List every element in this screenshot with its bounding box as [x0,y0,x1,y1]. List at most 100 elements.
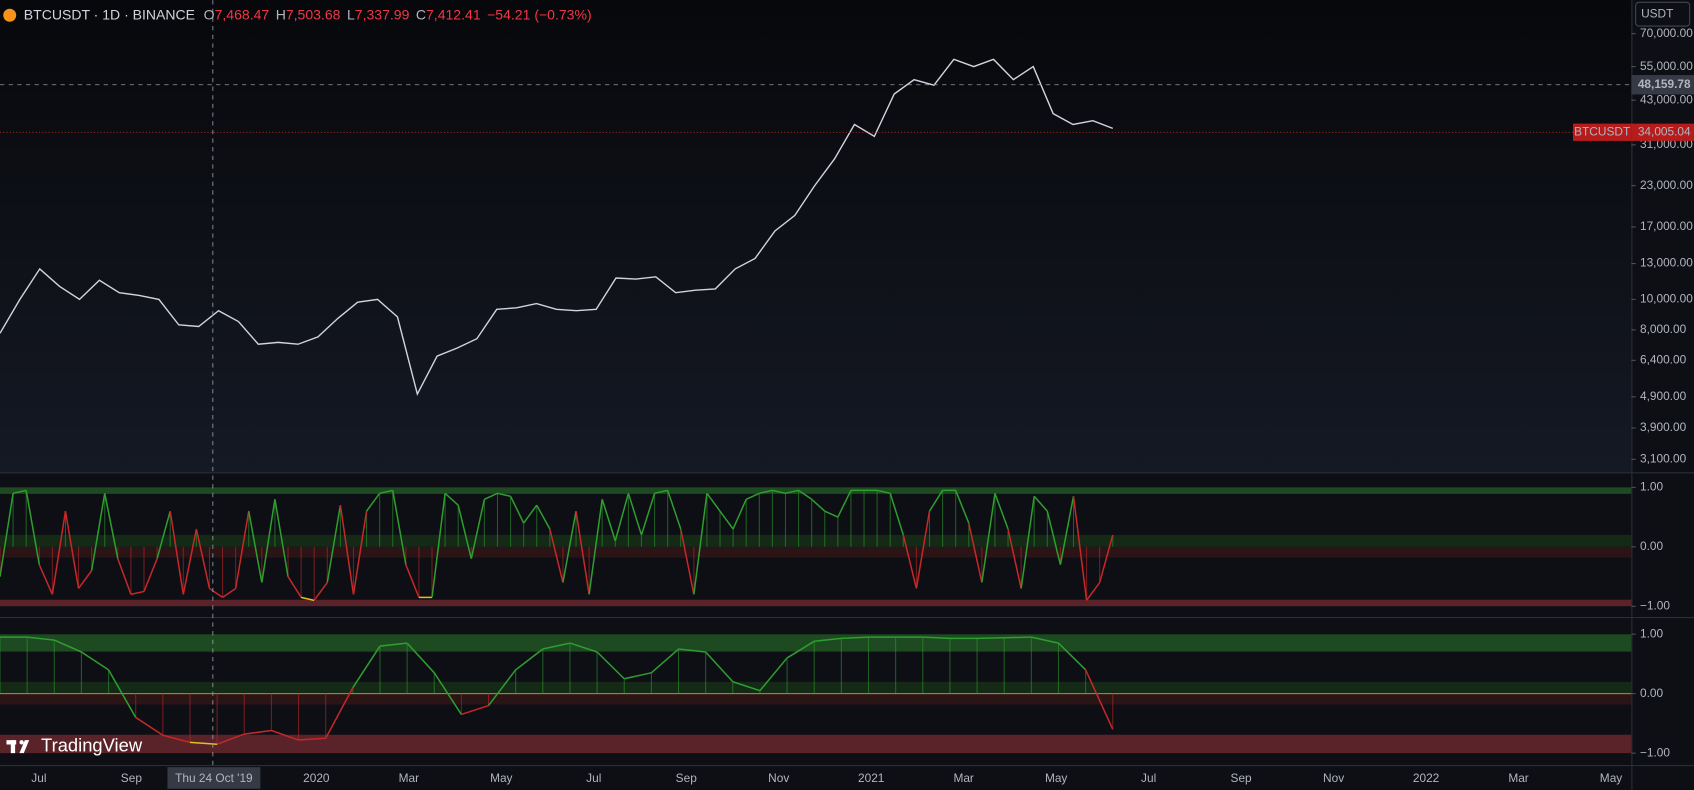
oscillator-segment [38,564,54,595]
crosshair-price-box [1631,75,1694,95]
y-tick-label: −1.00 [1640,745,1670,759]
oscillator-segment [406,642,435,674]
oscillator-segment [484,492,498,500]
oscillator-segment [1059,496,1075,565]
oscillator-segment [162,734,191,744]
oscillator-segment [1004,636,1032,639]
oscillator-segment [650,648,680,674]
oscillator-segment [654,489,668,495]
oscillator-segment [391,490,407,565]
oscillator-segment [1020,496,1035,589]
lower-band [0,734,1632,754]
positive-zone [0,681,1632,694]
x-tick-label: Jul [31,771,46,785]
oscillator-segment [244,729,272,735]
logo-icon [19,740,24,745]
y-tick-label: 70,000.00 [1640,26,1693,40]
oscillator-segment [705,651,734,683]
x-tick-label: Nov [768,771,789,785]
oscillator-segment [261,499,276,583]
oscillator-segment [1085,582,1101,601]
oscillator-segment [588,499,603,595]
x-tick-label: Sep [676,771,698,785]
y-tick-label: 13,000.00 [1640,256,1693,270]
oscillator-segment [470,499,486,559]
oscillator-segment [27,636,55,641]
oscillator-segment [706,492,721,512]
oscillator-segment [444,492,459,506]
symbol-icon [3,8,17,22]
y-tick-label: 8,000.00 [1640,322,1687,336]
ohlc-key: L [347,6,355,22]
oscillator-segment [25,490,41,565]
ohlc-key: H [276,6,286,22]
time-axis [0,765,1632,790]
negative-zone [0,693,1632,705]
oscillator-segment [487,669,517,706]
oscillator-segment [130,590,145,596]
x-tick-label: Sep [1231,771,1253,785]
crosshair-price: 48,159.78 [1638,77,1691,91]
oscillator-segment [325,687,354,739]
oscillator-segment [575,511,590,595]
oscillator-segment [64,511,80,589]
oscillator-segment [352,511,368,595]
y-tick-label: 0.00 [1640,686,1664,700]
ohlc-key: C [416,6,426,22]
oscillator-segment [785,489,799,495]
logo: TradingView [6,735,143,756]
oscillator-segment [169,511,185,595]
price-line [0,58,1114,396]
currency-label[interactable]: USDT [1641,6,1673,20]
upper-band [0,487,1632,494]
oscillator-segment [287,576,302,598]
oscillator-segment [431,493,446,598]
currency-button[interactable] [1635,1,1691,27]
ohlc-value: 7,337.99 [355,6,410,22]
oscillator-segment [135,716,164,736]
oscillator-segment [509,495,525,524]
oscillator-segment [143,558,158,592]
oscillator-segment [405,564,420,598]
oscillator-segment [365,492,381,512]
oscillator-segment [1084,669,1114,730]
change: −54.21 (−0.73%) [487,6,592,22]
x-tick-label: Mar [953,771,973,785]
y-tick-label: 17,000.00 [1640,219,1693,233]
oscillator-segment [841,636,869,640]
last-price-symbol-box [1573,123,1632,141]
oscillator-segment [745,492,760,500]
oscillator-segment [889,493,905,536]
oscillator-segment [786,640,815,659]
oscillator-segment [53,639,82,653]
oscillator-segment [433,672,463,715]
oscillator-segment [814,637,842,643]
lower-band [0,599,1632,607]
oscillator-segment [928,489,944,512]
oscillator-segment [1057,642,1087,671]
y-tick-label: 1.00 [1640,480,1664,494]
oscillator-segment [352,645,381,689]
oscillator-segment [51,511,67,595]
logo-text: TradingView [41,735,143,756]
oscillator-segment [798,489,813,500]
oscillator-segment [222,587,237,599]
oscillator-segment [379,489,393,495]
marks [0,58,1114,745]
y-tick-label: −1.00 [1640,598,1670,612]
oscillator-segment [719,510,734,530]
price-pane [0,0,1632,473]
oscillator-segment [954,490,970,524]
oscillator-segment [107,669,137,718]
oscillator-segment [536,504,551,530]
oscillator-segment [968,522,983,583]
x-tick-label: Sep [121,771,143,785]
upper-band [0,634,1632,652]
oscillator-segment [614,493,630,542]
oscillator-segment [300,596,315,602]
oscillator-segment [549,528,564,583]
x-tick-label: May [1045,771,1067,785]
oscillator-segment [1033,495,1048,512]
y-tick-label: 6,400.00 [1640,352,1687,366]
